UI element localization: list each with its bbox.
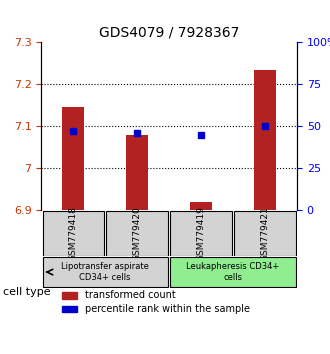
Text: transformed count: transformed count [85, 290, 176, 300]
FancyBboxPatch shape [170, 211, 232, 256]
Bar [190, 202, 212, 210]
Text: cell type: cell type [3, 287, 51, 297]
Bar [62, 306, 77, 312]
Bar [62, 292, 77, 299]
Text: GSM779421: GSM779421 [260, 206, 270, 261]
Title: GDS4079 / 7928367: GDS4079 / 7928367 [99, 26, 239, 40]
Text: percentile rank within the sample: percentile rank within the sample [85, 304, 250, 314]
Text: GSM779419: GSM779419 [197, 206, 206, 261]
Bar [62, 108, 84, 210]
Text: Leukapheresis CD34+
cells: Leukapheresis CD34+ cells [186, 262, 280, 282]
FancyBboxPatch shape [234, 211, 296, 256]
FancyBboxPatch shape [43, 257, 168, 287]
FancyBboxPatch shape [107, 211, 168, 256]
Bar [254, 70, 276, 210]
Text: Lipotransfer aspirate
CD34+ cells: Lipotransfer aspirate CD34+ cells [61, 262, 149, 282]
Bar [126, 135, 148, 210]
Text: GSM779420: GSM779420 [133, 206, 142, 261]
FancyBboxPatch shape [43, 211, 104, 256]
Text: GSM779418: GSM779418 [69, 206, 78, 261]
FancyBboxPatch shape [170, 257, 296, 287]
